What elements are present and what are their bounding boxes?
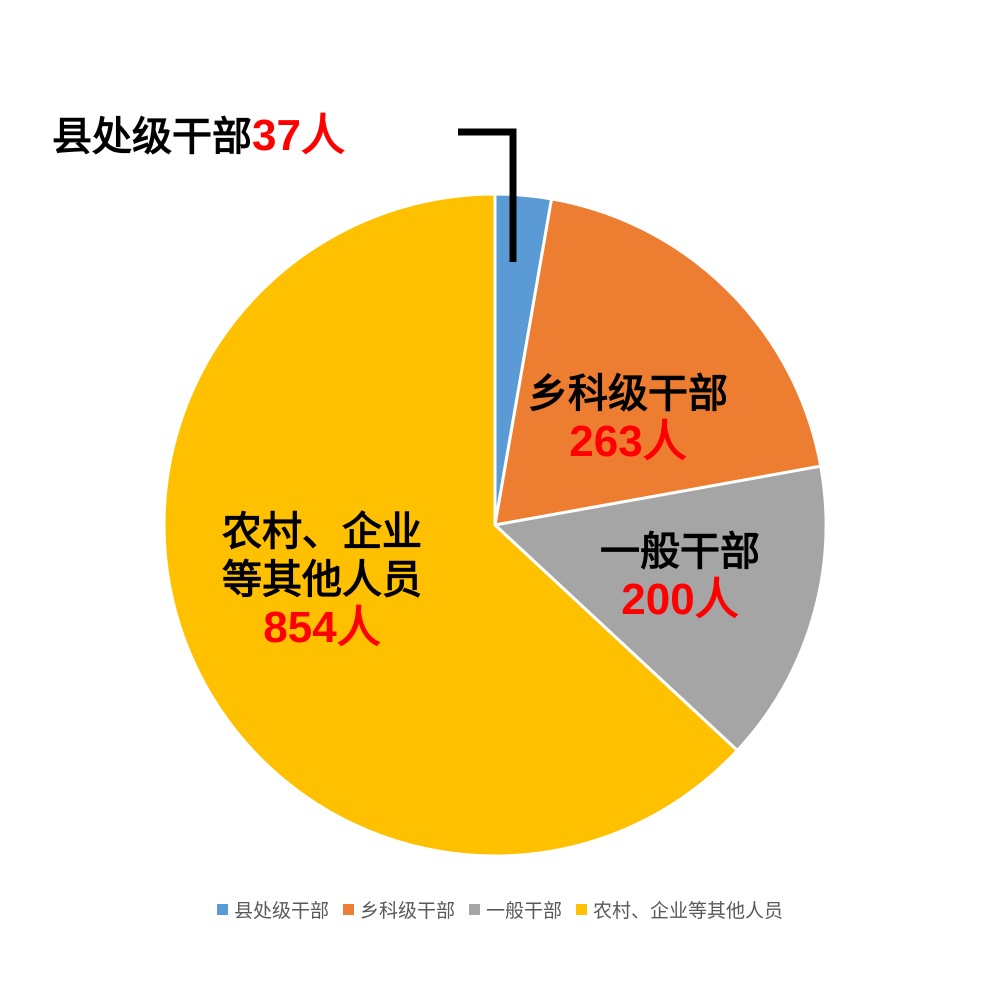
legend-item: 农村、企业等其他人员	[576, 896, 783, 923]
label-general: 一般干部 200人	[600, 528, 760, 624]
label-other: 农村、企业 等其他人员 854人	[222, 508, 422, 652]
label-county: 县处级干部37人	[52, 112, 345, 161]
legend-label: 乡科级干部	[359, 900, 455, 922]
pie-slice	[162, 192, 740, 858]
legend-swatch-icon	[469, 904, 480, 915]
legend-swatch-icon	[576, 904, 588, 915]
pie-slice	[491, 464, 828, 753]
legend-swatch-icon	[216, 904, 228, 915]
label-county-value: 37人	[252, 111, 345, 160]
legend-item: 县处级干部	[216, 896, 329, 923]
label-other-value: 854人	[263, 603, 381, 652]
legend-item: 一般干部	[469, 896, 562, 923]
legend-label: 一般干部	[486, 900, 563, 922]
label-county-name: 县处级干部	[52, 114, 252, 160]
label-township-value: 263人	[569, 417, 687, 466]
legend-label: 农村、企业等其他人员	[593, 900, 784, 922]
leader-line	[458, 128, 517, 262]
label-township: 乡科级干部 263人	[528, 370, 728, 466]
legend-item: 乡科级干部	[342, 896, 455, 923]
legend-label: 县处级干部	[233, 900, 329, 922]
legend-swatch-icon	[342, 904, 354, 915]
legend: 县处级干部 乡科级干部 一般干部 农村、企业等其他人员	[0, 896, 1000, 923]
label-other-name-1: 农村、企业	[222, 509, 422, 555]
label-township-name: 乡科级干部	[528, 371, 728, 417]
label-other-name-2: 等其他人员	[222, 557, 422, 603]
label-general-name: 一般干部	[600, 529, 760, 575]
label-general-value: 200人	[621, 575, 739, 624]
pie-slice	[493, 197, 823, 527]
